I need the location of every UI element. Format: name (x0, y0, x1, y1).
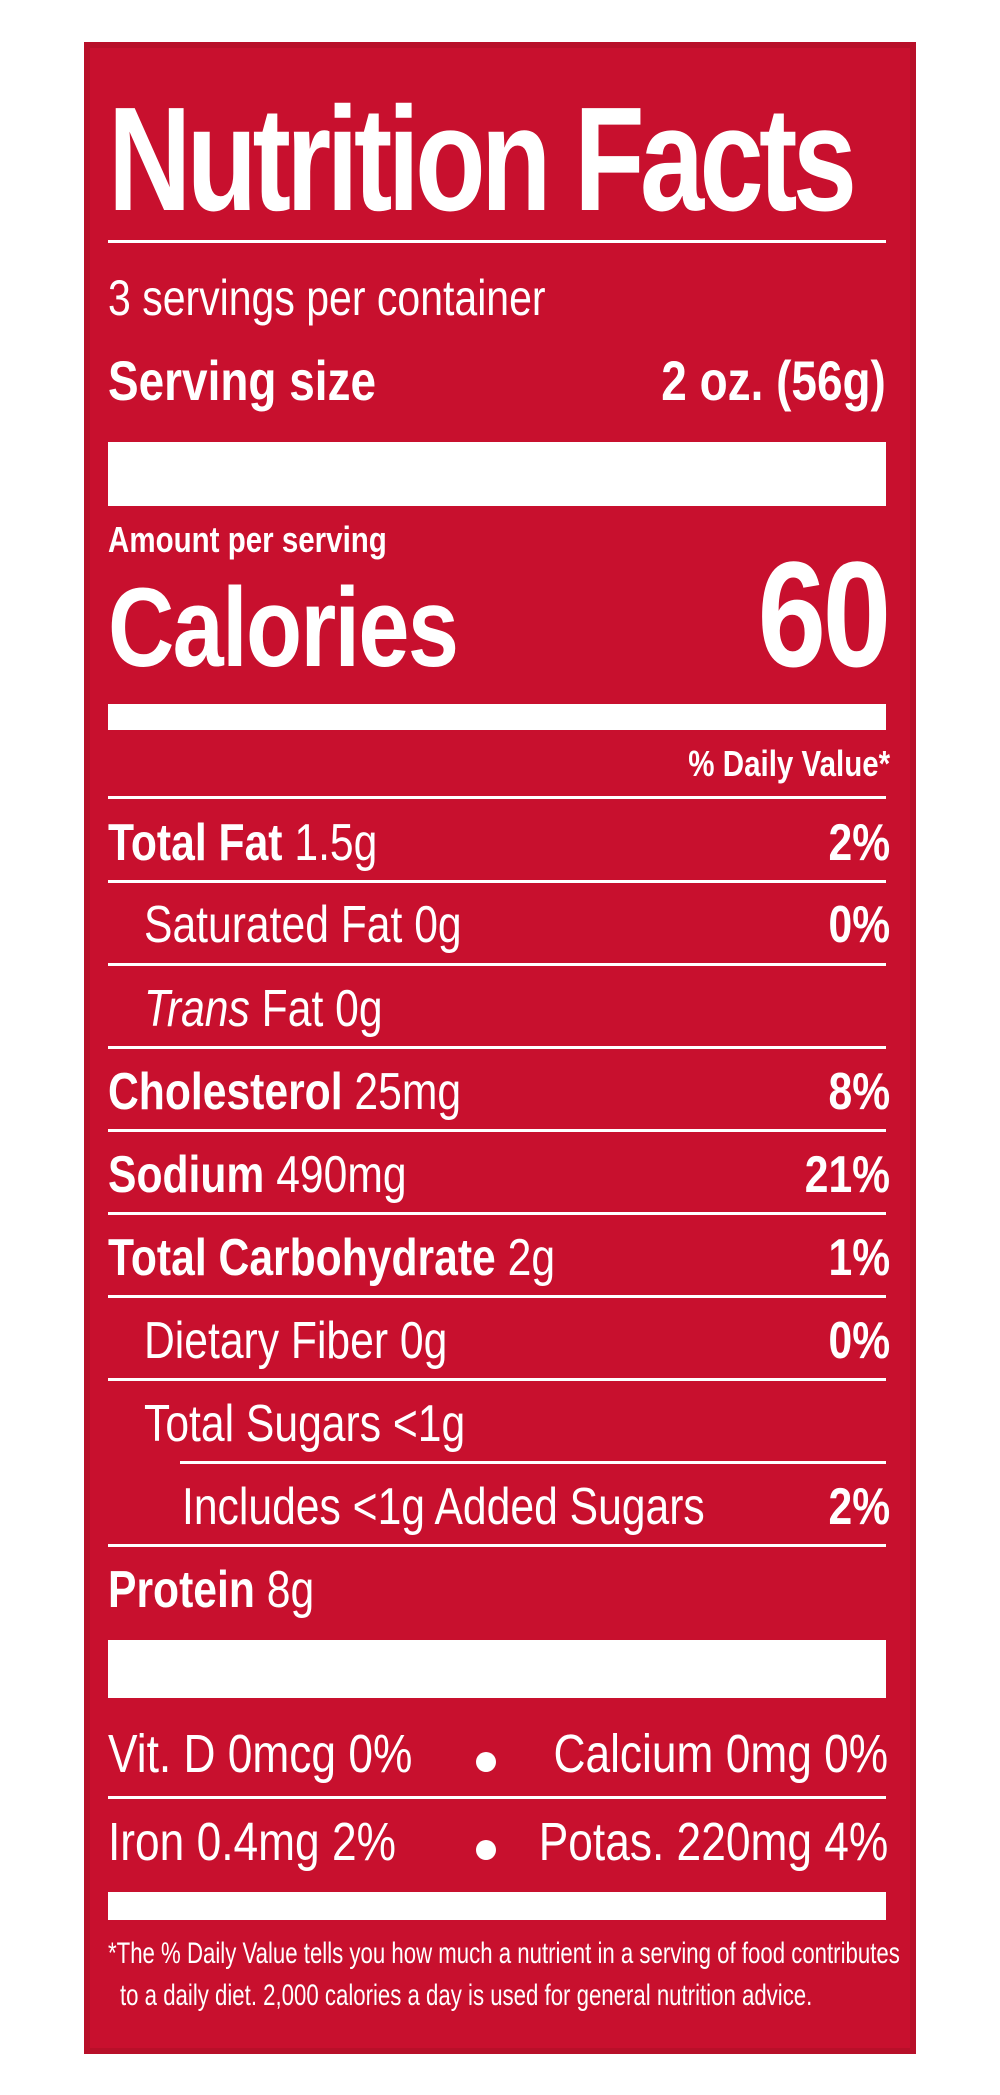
divider (108, 1212, 886, 1215)
nutrient-sodium-dv: 21% (804, 1146, 890, 1204)
bullet-icon (476, 1840, 496, 1860)
iron: Iron 0.4mg 2% (108, 1812, 396, 1872)
nutrient-total-carbohydrate: Total Carbohydrate 2g (108, 1229, 556, 1287)
potassium: Potas. 220mg 4% (538, 1812, 888, 1872)
divider (108, 1796, 886, 1799)
divider (108, 240, 886, 243)
nutrient-saturated-fat-dv: 0% (828, 896, 890, 954)
label-title: Nutrition Facts (108, 77, 857, 242)
footnote-line-1: *The % Daily Value tells you how much a … (108, 1937, 900, 1970)
nutrient-added-sugars: Includes <1g Added Sugars (182, 1478, 705, 1536)
medium-divider (108, 704, 886, 730)
divider (108, 796, 886, 799)
divider (108, 963, 886, 966)
divider (108, 1378, 886, 1381)
nutrient-cholesterol-dv: 8% (828, 1063, 890, 1121)
servings-per-container: 3 servings per container (108, 270, 546, 326)
divider (108, 1544, 886, 1547)
divider (180, 1461, 886, 1464)
nutrient-total-fat-dv: 2% (828, 814, 890, 872)
nutrient-trans-fat: Trans Fat 0g (144, 980, 383, 1038)
nutrient-dietary-fiber: Dietary Fiber 0g (144, 1312, 448, 1370)
nutrient-dietary-fiber-dv: 0% (828, 1312, 890, 1370)
nutrient-sodium: Sodium 490mg (108, 1146, 407, 1204)
thick-divider (108, 442, 886, 506)
amount-per-serving: Amount per serving (108, 519, 387, 560)
nutrient-cholesterol: Cholesterol 25mg (108, 1063, 462, 1121)
nutrient-total-fat: Total Fat 1.5g (108, 814, 378, 872)
serving-size-value: 2 oz. (56g) (661, 349, 886, 412)
bullet-icon (476, 1752, 496, 1772)
nutrient-total-carbohydrate-dv: 1% (828, 1229, 890, 1287)
divider (108, 880, 886, 883)
nutrient-protein: Protein 8g (108, 1561, 315, 1619)
calories-value: 60 (757, 530, 892, 698)
calcium: Calcium 0mg 0% (553, 1724, 888, 1784)
daily-value-header: % Daily Value* (688, 743, 890, 784)
thick-divider (108, 1640, 886, 1698)
divider (108, 1046, 886, 1049)
serving-size-label: Serving size (108, 349, 376, 412)
divider (108, 1295, 886, 1298)
calories-label: Calories (108, 565, 459, 690)
vitamin-d: Vit. D 0mcg 0% (108, 1724, 413, 1784)
nutrient-added-sugars-dv: 2% (828, 1478, 890, 1536)
nutrient-saturated-fat: Saturated Fat 0g (144, 896, 462, 954)
divider (108, 1129, 886, 1132)
nutrient-total-sugars: Total Sugars <1g (144, 1395, 466, 1453)
footnote-line-2: to a daily diet. 2,000 calories a day is… (120, 1979, 813, 2012)
medium-divider (108, 1892, 886, 1920)
